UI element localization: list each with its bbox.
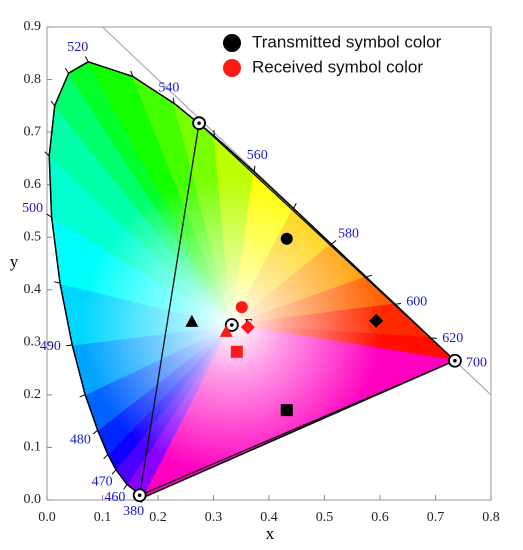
y-tick-label: 0.0	[24, 492, 42, 507]
wavelength-label: 520	[67, 40, 88, 55]
locus-tick	[111, 469, 117, 475]
wavelength-label: 460	[104, 490, 125, 505]
legend-label: Received symbol color	[252, 57, 423, 76]
point	[230, 345, 243, 358]
y-tick-label: 0.9	[24, 19, 42, 34]
x-tick-label: 0.5	[316, 510, 334, 525]
locus-tick	[331, 240, 337, 245]
point	[280, 404, 293, 417]
y-tick-label: 0.5	[24, 229, 42, 244]
primary-point-dot	[197, 121, 201, 125]
point	[219, 324, 233, 337]
spectral-locus	[48, 60, 457, 499]
point	[280, 232, 293, 245]
point	[235, 301, 248, 314]
plot-layer: 0.0 0.1 0.2 0.3 0.4 0.5 0.6 0.7 0.8 0.0 0.1 0.2 0.3 0…	[22, 19, 500, 525]
wavelength-label: 470	[92, 474, 113, 489]
y-tick-label: 0.8	[24, 72, 42, 87]
locus-tick	[103, 454, 109, 460]
locus-tick	[366, 274, 373, 278]
x-tick-label: 0.4	[260, 510, 278, 525]
wavelength-label: 480	[70, 432, 91, 447]
wavelength-label: 560	[247, 148, 268, 163]
locus-tick	[172, 97, 175, 104]
wavelength-label: 380	[123, 504, 144, 519]
white-point-dot	[230, 323, 234, 327]
y-tick-label: 0.6	[24, 177, 42, 192]
wavelength-label: 500	[22, 201, 43, 216]
y-axis-label: y	[10, 252, 19, 271]
wavelength-label: 600	[406, 294, 427, 309]
x-tick-label: 0.6	[371, 510, 389, 525]
legend-swatch	[223, 34, 241, 52]
locus-tick	[50, 100, 56, 107]
x-tick-label: 0.0	[38, 510, 56, 525]
x-tick-label: 0.7	[427, 510, 445, 525]
x-axis-label: x	[266, 524, 275, 543]
wavelength-label: 620	[442, 331, 463, 346]
wavelength-label: 490	[40, 339, 61, 354]
white-glow	[49, 61, 455, 498]
legend-swatch	[223, 59, 241, 77]
gamut-fill	[49, 61, 455, 498]
y-tick-label: 0.2	[24, 387, 42, 402]
point	[369, 313, 384, 328]
wavelength-label: 540	[158, 80, 179, 95]
point	[240, 320, 255, 335]
x-tick-label: 0.2	[149, 510, 167, 525]
locus-tick	[130, 70, 134, 77]
y-tick-label: 0.1	[24, 440, 42, 455]
locus-tick	[253, 165, 256, 172]
wavelength-label: 700	[466, 355, 487, 370]
y-tick-label: 0.4	[24, 282, 42, 297]
x-tick-label: 0.8	[482, 510, 500, 525]
locus-tick	[54, 281, 61, 284]
locus-tick	[123, 484, 128, 490]
primary-point-dot	[453, 358, 457, 363]
locus-tick	[92, 429, 98, 435]
locus-tick	[293, 202, 297, 209]
legend-label: Transmitted symbol color	[252, 32, 442, 51]
y-tick-label: 0.7	[24, 124, 42, 139]
locus-tick	[46, 213, 52, 218]
y-tick-label: 0.3	[24, 335, 42, 350]
wavelength-label: 580	[338, 226, 359, 241]
locus-tick	[44, 151, 50, 157]
x-tick-label: 0.1	[94, 510, 112, 525]
gamut-triangle	[138, 121, 457, 497]
point	[185, 314, 199, 327]
x-tick-label: 0.3	[205, 510, 223, 525]
locus-tick	[394, 302, 402, 305]
locus-tick	[84, 56, 89, 63]
locus-tick	[213, 130, 215, 137]
locus-tick	[64, 67, 70, 74]
locus-tick	[66, 344, 73, 347]
primary-point-dot	[137, 493, 142, 498]
locus-tick	[79, 394, 86, 398]
